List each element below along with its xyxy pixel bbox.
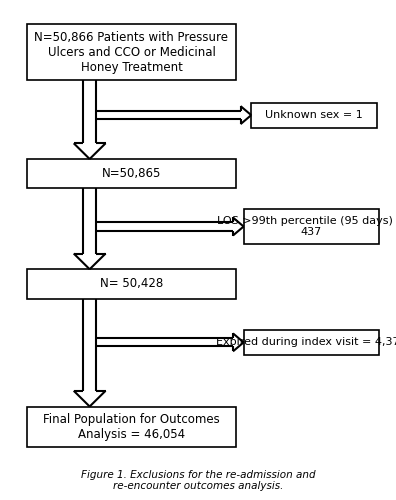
Bar [251, 103, 377, 128]
Text: Figure 1. Exclusions for the re-admission and
re-encounter outcomes analysis.: Figure 1. Exclusions for the re-admissio… [81, 470, 315, 491]
Text: N= 50,428: N= 50,428 [100, 278, 163, 290]
Bar [244, 208, 379, 244]
Bar [27, 269, 236, 298]
Bar [27, 159, 236, 188]
Text: Final Population for Outcomes
Analysis = 46,054: Final Population for Outcomes Analysis =… [43, 412, 220, 441]
Text: N=50,865: N=50,865 [102, 167, 161, 180]
Bar [244, 330, 379, 355]
Bar [27, 24, 236, 80]
Text: N=50,866 Patients with Pressure
Ulcers and CCO or Medicinal
Honey Treatment: N=50,866 Patients with Pressure Ulcers a… [34, 30, 228, 74]
Text: Expired during index visit = 4,374: Expired during index visit = 4,374 [216, 338, 396, 347]
Text: Unknown sex = 1: Unknown sex = 1 [265, 110, 363, 120]
Bar [27, 406, 236, 447]
Text: LOS >99th percentile (95 days) =
437: LOS >99th percentile (95 days) = 437 [217, 216, 396, 238]
